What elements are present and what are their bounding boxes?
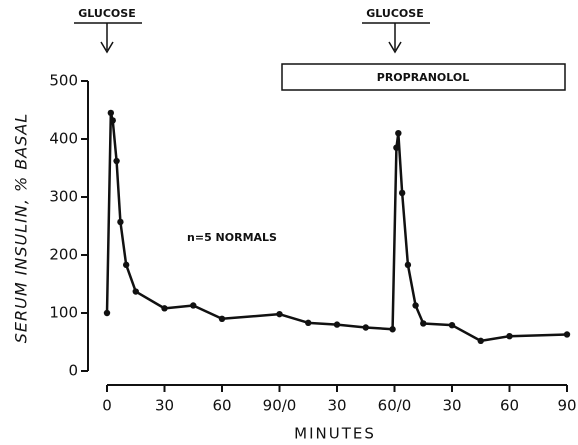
glucose-marker: GLUCOSE xyxy=(74,7,142,54)
data-point xyxy=(563,331,571,338)
data-point xyxy=(404,261,412,269)
data-point xyxy=(122,261,130,269)
annotation: GLUCOSE xyxy=(78,7,135,20)
data-point xyxy=(448,321,456,329)
annotation: GLUCOSE xyxy=(366,7,423,20)
data-point xyxy=(389,326,396,333)
y-tick-label: 100 xyxy=(49,304,78,322)
x-tick-label: 60 xyxy=(500,397,519,415)
series-line xyxy=(105,111,568,343)
y-tick-label: 200 xyxy=(49,246,78,264)
data-point xyxy=(305,319,312,327)
x-tick-label: 0 xyxy=(102,397,112,415)
x-tick-label: 90 xyxy=(557,397,576,415)
data-point xyxy=(412,302,419,309)
glucose-marker: GLUCOSE xyxy=(362,7,430,54)
treatment-box xyxy=(281,63,566,91)
data-point xyxy=(506,333,513,340)
data-point xyxy=(113,157,120,165)
y-tick-label: 0 xyxy=(68,362,78,380)
data-point xyxy=(132,288,139,295)
data-point xyxy=(218,315,226,322)
y-tick-label: 500 xyxy=(49,72,78,90)
data-point xyxy=(109,117,116,124)
x-axis-label: MINUTES xyxy=(294,425,376,443)
data-point xyxy=(117,218,124,226)
x-tick-label: 30 xyxy=(155,397,174,415)
data-point xyxy=(477,337,484,345)
data-point xyxy=(190,302,197,309)
data-point xyxy=(395,130,402,137)
data-point xyxy=(161,305,168,312)
data-point xyxy=(103,309,111,317)
x-tick-label: 90/0 xyxy=(263,397,297,415)
y-tick-label: 300 xyxy=(49,188,78,206)
annotation: PROPRANOLOL xyxy=(377,71,469,84)
data-point xyxy=(398,189,406,197)
data-point xyxy=(393,144,400,151)
data-point xyxy=(333,321,341,328)
data-point xyxy=(420,320,427,327)
x-tick-label: 30 xyxy=(327,397,346,415)
data-point xyxy=(276,310,283,318)
x-tick-label: 60/0 xyxy=(378,397,412,415)
x-tick-label: 30 xyxy=(442,397,461,415)
y-axis-label: SERUM INSULIN, % BASAL xyxy=(12,113,31,344)
y-tick-label: 400 xyxy=(49,130,78,148)
x-tick-label: 60 xyxy=(212,397,231,415)
annotation: n=5 NORMALS xyxy=(187,231,277,244)
data-point xyxy=(362,324,369,331)
data-point xyxy=(107,109,115,117)
